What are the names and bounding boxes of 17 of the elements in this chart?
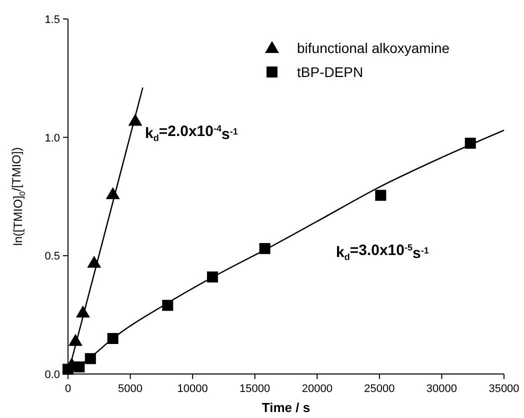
legend-label: tBP-DEPN [297,64,364,80]
x-tick-label: 20000 [302,383,332,395]
x-tick-label: 5000 [118,383,143,395]
annotation: k$_{d}$=3.0x10$^{-5}$s$^{-1}$ [336,242,429,262]
y-tick-label: 1.5 [44,14,60,26]
x-tick-label: 10000 [177,383,208,395]
x-tick-label: 15000 [240,383,270,395]
x-axis-title: Time / s [262,400,310,415]
x-tick-label: 0 [64,383,72,395]
y-tick-label: 1.0 [44,132,60,144]
x-tick-label: 25000 [364,383,395,395]
x-tick-label: 35000 [488,383,520,395]
annotation: k$_{d}$=2.0x10$^{-4}$s$^{-1}$ [145,122,238,144]
y-tick-label: 0.5 [44,250,60,263]
legend-label: bifunctional alkoxyamine [297,40,450,56]
y-tick-label: 0.0 [44,369,60,381]
x-tick-label: 30000 [426,383,458,395]
